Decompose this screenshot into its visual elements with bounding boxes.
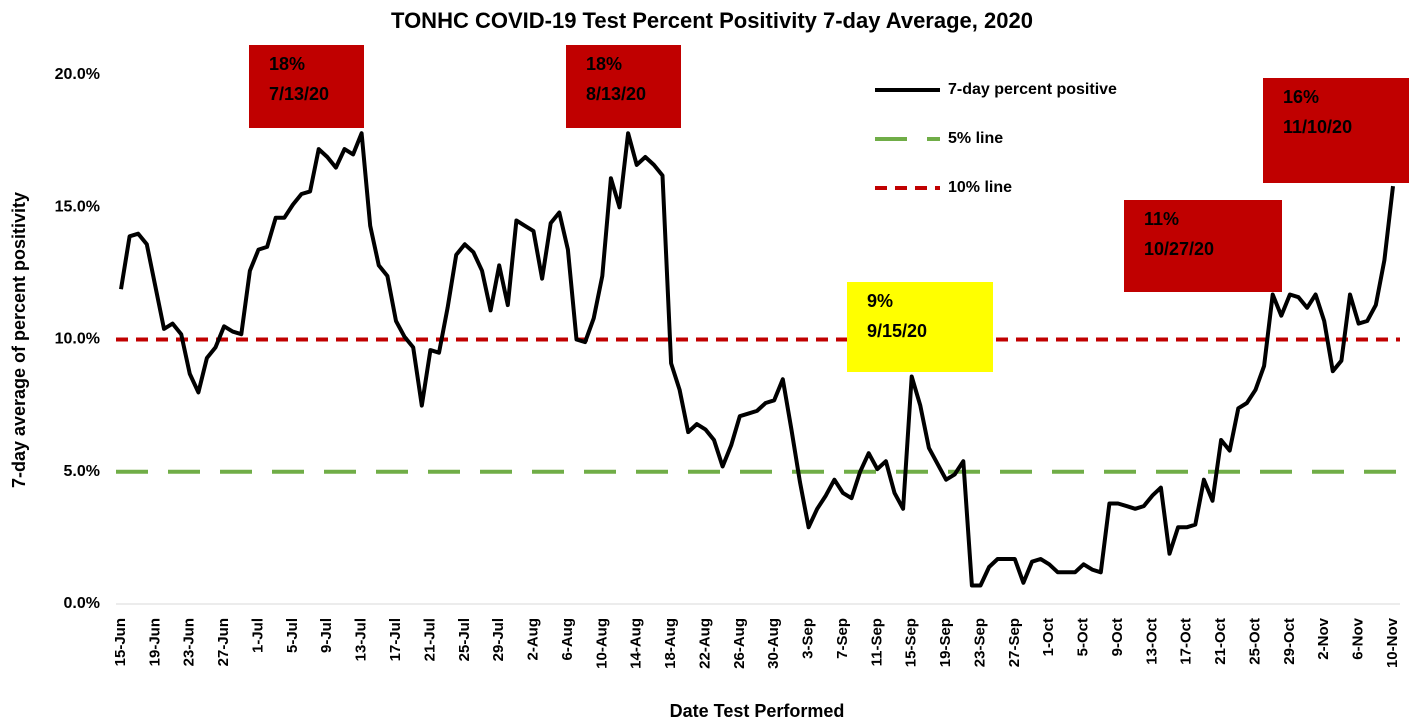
legend-label: 7-day percent positive [948,81,1117,98]
x-tick-label: 29-Jul [490,618,507,661]
annotation-value: 16% [1283,87,1319,107]
x-tick-label: 2-Nov [1315,617,1332,659]
y-tick-label: 5.0% [64,463,100,480]
annotation-date: 11/10/20 [1283,117,1352,137]
annotation-date: 8/13/20 [586,84,646,104]
x-tick-label: 11-Sep [868,618,885,666]
x-tick-label: 22-Aug [696,618,713,669]
x-tick-label: 29-Oct [1281,618,1298,665]
x-axis-title: Date Test Performed [670,701,845,721]
x-tick-label: 17-Oct [1178,618,1195,665]
x-tick-label: 15-Sep [903,618,920,667]
annotation-box [1263,78,1409,183]
x-tick-label: 14-Aug [628,618,645,669]
x-tick-label: 1-Oct [1040,618,1057,656]
x-tick-label: 1-Jul [249,618,266,653]
legend-label: 10% line [948,179,1012,196]
x-tick-label: 19-Jun [146,618,163,666]
x-tick-label: 6-Nov [1350,617,1367,659]
y-tick-label: 15.0% [55,198,100,215]
annotation-value: 11% [1144,209,1179,229]
y-tick-label: 20.0% [55,66,100,83]
x-tick-label: 5-Jul [284,618,301,653]
annotation-date: 10/27/20 [1144,239,1214,259]
x-tick-label: 30-Aug [765,618,782,669]
annotation-value: 18% [269,54,305,74]
chart-title: TONHC COVID-19 Test Percent Positivity 7… [391,8,1033,33]
x-tick-label: 5-Oct [1075,618,1092,656]
x-tick-label: 7-Sep [834,618,851,659]
x-tick-label: 26-Aug [731,618,748,669]
x-tick-label: 15-Jun [112,618,129,666]
x-tick-label: 23-Sep [971,618,988,667]
annotation-date: 9/15/20 [867,321,927,341]
annotation-box [249,45,364,128]
x-tick-label: 3-Sep [800,618,817,659]
x-tick-label: 17-Jul [387,618,404,661]
x-tick-label: 13-Jul [353,618,370,661]
x-tick-label: 9-Jul [318,618,335,653]
y-axis-title: 7-day average of percent positivity [9,192,29,488]
x-tick-label: 25-Oct [1246,618,1263,665]
x-tick-label: 2-Aug [525,618,542,661]
x-tick-label: 25-Jul [456,618,473,661]
x-tick-label: 19-Sep [937,618,954,667]
annotation-date: 7/13/20 [269,84,329,104]
x-tick-label: 27-Jun [215,618,232,666]
annotation-box [847,282,993,372]
x-tick-label: 13-Oct [1143,618,1160,665]
x-tick-label: 10-Nov [1384,617,1401,668]
x-tick-label: 23-Jun [181,618,198,666]
annotation-value: 9% [867,291,893,311]
x-tick-label: 21-Oct [1212,618,1229,665]
y-tick-label: 0.0% [64,595,100,612]
x-tick-label: 6-Aug [559,618,576,661]
y-tick-label: 10.0% [55,331,100,348]
legend-label: 5% line [948,130,1003,147]
annotation-box [566,45,681,128]
annotation-value: 18% [586,54,622,74]
annotation-box [1124,200,1282,292]
x-tick-label: 9-Oct [1109,618,1126,656]
x-tick-label: 21-Jul [421,618,438,661]
x-tick-label: 18-Aug [662,618,679,669]
x-tick-label: 10-Aug [593,618,610,669]
x-tick-label: 27-Sep [1006,618,1023,667]
data-line [119,131,1395,588]
